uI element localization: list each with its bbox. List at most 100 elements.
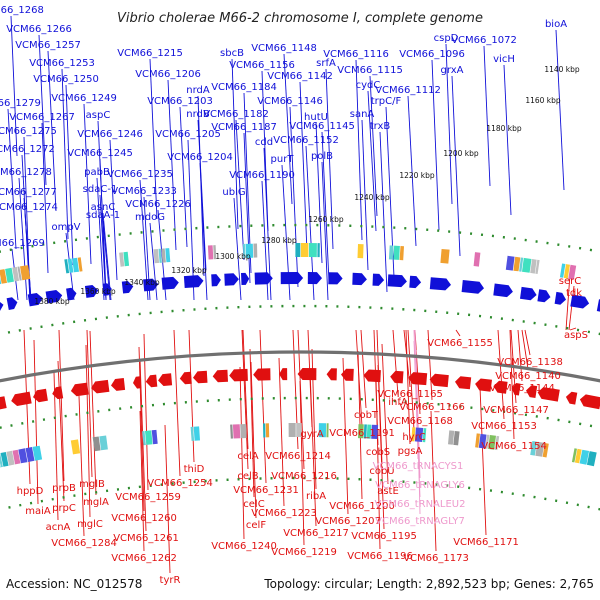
forward-gene-arrow [409, 275, 422, 289]
gene-label-vcm66-trnagly6: VCM66_tRNAGLY6 [375, 480, 465, 491]
reverse-cog-block [32, 445, 43, 461]
reverse-cog-block [494, 435, 500, 451]
reverse-cog-block [12, 449, 21, 465]
reverse-gene-arrow [158, 373, 173, 386]
forward-cog-block [77, 257, 83, 272]
gene-label-vcm66-1233: VCM66_1233 [111, 186, 177, 197]
label-connector-prpc [57, 360, 65, 502]
forward-cog-block [309, 243, 317, 258]
reverse-gene-arrow [326, 368, 337, 381]
label-connector-vcm66-1249 [83, 103, 92, 265]
gene-label-vcm66-1216: VCM66_1216 [271, 471, 337, 482]
gene-label-vcm66-1138: VCM66_1138 [497, 357, 563, 368]
reverse-cog-block [574, 448, 582, 464]
gene-label-vcm66-1217: VCM66_1217 [283, 528, 349, 539]
tick-label: 1180 kbp [486, 124, 522, 133]
forward-cog-block [388, 245, 394, 260]
forward-cog-block [295, 243, 301, 257]
label-connector-vcm66-1182 [235, 119, 245, 261]
gene-label-vcm66-1275: VCM66_1275 [0, 126, 57, 137]
reverse-gene-arrow [212, 369, 228, 383]
reverse-gene-arrow [363, 369, 381, 383]
tick-label: 1260 kbp [308, 215, 344, 224]
gene-label-vcm66-1260: VCM66_1260 [111, 513, 177, 524]
forward-gene-arrow [102, 283, 112, 296]
gene-label-vcm66-1156: VCM66_1156 [229, 60, 295, 71]
gene-label-thid: thiD [184, 464, 205, 475]
gene-label-aspc: aspC [86, 110, 111, 121]
gene-label-vcm66-1116: VCM66_1116 [323, 49, 389, 60]
reverse-gene-arrow [145, 374, 158, 388]
gene-label-nrda: nrdA [186, 85, 210, 96]
gene-label-cobu: cobU [369, 466, 394, 477]
forward-gene-arrow [461, 280, 484, 294]
tick-label: 1340 kbp [124, 278, 160, 287]
gene-label-vcm66-1196: VCM66_1196 [347, 551, 413, 562]
gene-label-vcm66-1267: VCM66_1267 [9, 112, 75, 123]
forward-cog-block [563, 264, 570, 279]
forward-cog-block [20, 265, 31, 281]
label-connector-vcm66-1204 [199, 162, 208, 301]
reverse-cog-block [530, 441, 537, 456]
tick-label: 1300 kbp [215, 252, 251, 261]
forward-gene-arrow [596, 299, 600, 312]
tick-label: 1360 kbp [80, 287, 116, 296]
reverse-cog-block [414, 427, 424, 442]
reverse-gene-arrow [279, 368, 288, 381]
forward-cog-block [559, 263, 566, 278]
forward-gene-arrow [372, 273, 385, 286]
gene-label-mgla: mglA [83, 497, 109, 508]
gene-label-vcm66-1152: VCM66_1152 [273, 135, 339, 146]
forward-gene-arrow [211, 274, 221, 287]
gene-label-vcm66-1266: VCM66_1266 [6, 24, 72, 35]
forward-cog-block [505, 255, 515, 271]
reverse-cog-block [358, 424, 364, 439]
reverse-cog-block [453, 431, 460, 446]
label-connector-vcm66-1155 [455, 329, 461, 337]
gene-label-gyra: gyrA [300, 429, 323, 440]
label-connector-cela [242, 329, 249, 450]
label-connector-vcm66-1196 [375, 376, 381, 550]
gene-label-prpc: prpC [52, 503, 76, 514]
reverse-cog-block [190, 426, 195, 441]
label-connector-vcm66-1144 [517, 329, 523, 382]
label-connector-vcm66-1207 [342, 357, 349, 515]
forward-cog-block [317, 243, 320, 258]
gene-label-vcm66-1223: VCM66_1223 [251, 508, 317, 519]
reverse-cog-block [422, 428, 427, 443]
gene-label-vcm66-1165: VCM66_1165 [377, 389, 443, 400]
forward-gene-arrow [84, 285, 99, 298]
label-connector-vcm66-1257 [47, 50, 57, 212]
label-connector-asps [569, 327, 577, 331]
gene-label-vcm66-1182: VCM66_1182 [203, 109, 269, 120]
gene-label-vcm66-1245: VCM66_1245 [67, 148, 133, 159]
forward-cog-block [119, 252, 125, 267]
gene-label-vcm66-1269: VCM66_1269 [0, 238, 45, 249]
reverse-gene-arrow [493, 380, 508, 394]
label-connector-vcm66-1250 [65, 84, 74, 266]
gene-label-asps: aspS [564, 330, 588, 341]
gene-label-vcm66-1096: VCM66_1096 [399, 49, 465, 60]
reverse-cog-block [579, 449, 590, 465]
forward-cog-block [12, 266, 20, 282]
gene-label-vcm66-1284: VCM66_1284 [51, 538, 117, 549]
reverse-cog-block [475, 433, 480, 448]
forward-gene-arrow [161, 276, 179, 290]
forward-gene-arrow [280, 272, 304, 285]
forward-gene-arrow [254, 272, 273, 285]
label-connector-prpb [58, 329, 65, 482]
gene-label-tdk: tdk [566, 288, 582, 299]
gene-label-vcm66-1253: VCM66_1253 [29, 58, 95, 69]
label-connector-vcm66-1203 [179, 106, 188, 248]
forward-gene-arrow [0, 302, 4, 311]
gene-label-ubig: ubiG [222, 187, 245, 198]
label-connector-vcm66-1278 [18, 177, 28, 301]
label-connector-vcm66-1148 [283, 53, 293, 205]
label-connector-pabb [96, 177, 105, 301]
gene-label-hutu: hutU [304, 112, 328, 123]
reverse-cog-block [542, 443, 549, 458]
gene-label-purt: purT [271, 154, 295, 165]
gene-label-ihfa: ihfA [388, 397, 408, 408]
reverse-gene-arrow [579, 394, 600, 410]
